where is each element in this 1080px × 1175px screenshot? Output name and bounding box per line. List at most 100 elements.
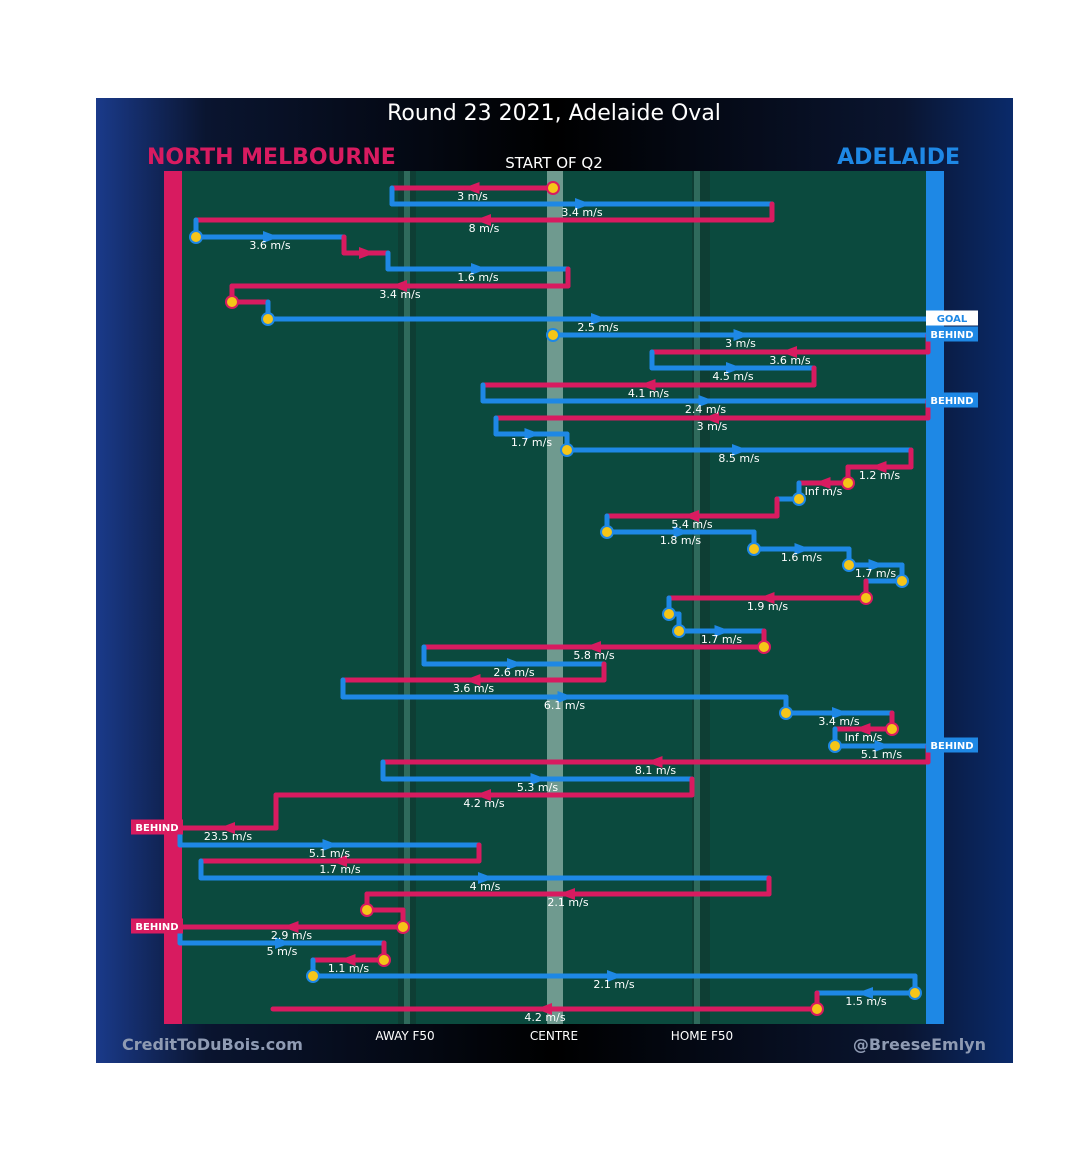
direction-arrow: [475, 214, 491, 226]
outcome-badge-box: [926, 392, 978, 408]
speed-label: 1.7 m/s: [701, 633, 742, 646]
direction-arrow: [530, 773, 547, 785]
speed-label: 3 m/s: [697, 420, 728, 433]
possession-point: [560, 443, 574, 457]
possession-point: [828, 739, 842, 753]
speed-label: 23.5 m/s: [204, 830, 252, 843]
direction-arrow: [464, 674, 481, 686]
chart-title: Round 23 2021, Adelaide Oval: [387, 101, 721, 126]
speed-label: 5.1 m/s: [309, 847, 350, 860]
possession-point: [377, 953, 391, 967]
direction-arrow: [585, 641, 601, 653]
direction-arrow: [463, 182, 480, 194]
speed-label: 1.7 m/s: [319, 863, 360, 876]
outcome-badge-box: [926, 326, 978, 342]
speed-label: 1.6 m/s: [781, 551, 822, 564]
speed-label: 8 m/s: [469, 222, 500, 235]
speed-label: 1.2 m/s: [859, 469, 900, 482]
direction-arrow: [282, 921, 299, 933]
speed-label: 5.1 m/s: [861, 748, 902, 761]
speed-label: 1.5 m/s: [845, 995, 886, 1008]
direction-arrow: [359, 247, 375, 259]
chain-lines: [177, 185, 931, 1012]
possession-point: [841, 476, 855, 490]
direction-arrow: [475, 789, 491, 801]
speed-label: 4 m/s: [470, 880, 501, 893]
outcome-badge: BEHIND: [926, 326, 978, 342]
direction-arrow: [507, 658, 523, 670]
speed-label: 8.1 m/s: [635, 764, 676, 777]
direction-arrow: [263, 231, 279, 243]
speed-label: 4.1 m/s: [628, 387, 669, 400]
outcome-badge-box: [926, 310, 978, 326]
outcome-badges: GOAL BEHIND BEHIND BEHIND BEHIND BEHIND: [131, 310, 978, 934]
direction-arrow: [331, 855, 347, 867]
direction-arrow: [703, 412, 719, 424]
chart-subtitle: START OF Q2: [505, 154, 603, 172]
possession-point: [779, 706, 793, 720]
direction-arrow: [673, 526, 690, 538]
speed-label: 1.1 m/s: [328, 962, 369, 975]
direction-arrow: [559, 888, 575, 900]
possession-point: [757, 640, 771, 654]
speed-label: 5.3 m/s: [517, 781, 558, 794]
outcome-badge-label: BEHIND: [930, 396, 973, 407]
speed-label: 1.9 m/s: [747, 600, 788, 613]
possession-point: [810, 1002, 824, 1016]
speed-label: 1.6 m/s: [457, 271, 498, 284]
direction-arrow: [391, 280, 407, 292]
direction-arrow: [868, 559, 885, 571]
direction-arrow: [339, 954, 356, 966]
direction-arrow: [536, 1003, 552, 1015]
possession-point: [662, 607, 676, 621]
speed-label: 2.1 m/s: [547, 896, 588, 909]
speed-label: 6.1 m/s: [544, 699, 585, 712]
direction-arrow: [557, 691, 574, 703]
chain-arrows: [219, 182, 891, 1015]
speed-label: 2.1 m/s: [593, 978, 634, 991]
possession-point: [747, 542, 761, 556]
outcome-badge: BEHIND: [926, 737, 978, 753]
speed-label: 3.4 m/s: [561, 206, 602, 219]
x-tick-centre: CENTRE: [530, 1029, 578, 1043]
direction-arrow: [781, 346, 797, 358]
direction-arrow: [758, 592, 775, 604]
possession-point: [306, 969, 320, 983]
possession-point: [261, 312, 275, 326]
direction-arrow: [607, 970, 623, 982]
direction-arrow: [732, 444, 748, 456]
speed-label: 2.5 m/s: [577, 321, 618, 334]
direction-arrow: [575, 198, 591, 210]
outcome-badge-box: [131, 819, 183, 835]
direction-arrow: [794, 543, 811, 555]
direction-arrow: [683, 510, 699, 522]
speed-label: 2.4 m/s: [685, 403, 726, 416]
outcome-badge-label: BEHIND: [930, 741, 973, 752]
speed-label: 3 m/s: [725, 337, 756, 350]
speed-label: 1.7 m/s: [511, 436, 552, 449]
direction-arrow: [870, 461, 887, 473]
direction-arrow: [219, 822, 235, 834]
direction-arrow: [591, 313, 607, 325]
direction-arrow: [698, 395, 715, 407]
direction-arrow: [814, 477, 831, 489]
speed-label: 5.4 m/s: [671, 518, 712, 531]
speed-labels: 3 m/s 3.4 m/s 8 m/s 3.6 m/s 1.6 m/s 3.4 m/s 2.…: [204, 190, 902, 1024]
possession-point: [189, 230, 203, 244]
speed-label: 4.2 m/s: [524, 1011, 565, 1024]
possession-point: [792, 492, 806, 506]
outcome-badge-label: BEHIND: [135, 922, 178, 933]
speed-label: 3.4 m/s: [818, 715, 859, 728]
adelaide-goal-line: [926, 171, 944, 1024]
direction-arrow: [471, 263, 487, 275]
x-tick-home-f50: HOME F50: [671, 1029, 733, 1043]
direction-arrow: [714, 625, 731, 637]
speed-label: 1.8 m/s: [660, 534, 701, 547]
possession-point: [360, 903, 374, 917]
speed-label: Inf m/s: [845, 731, 883, 744]
direction-arrow: [832, 707, 848, 719]
speed-label: 1.7 m/s: [855, 567, 896, 580]
speed-label: 2.9 m/s: [271, 929, 312, 942]
direction-arrow: [478, 872, 494, 884]
possession-point: [842, 558, 856, 572]
